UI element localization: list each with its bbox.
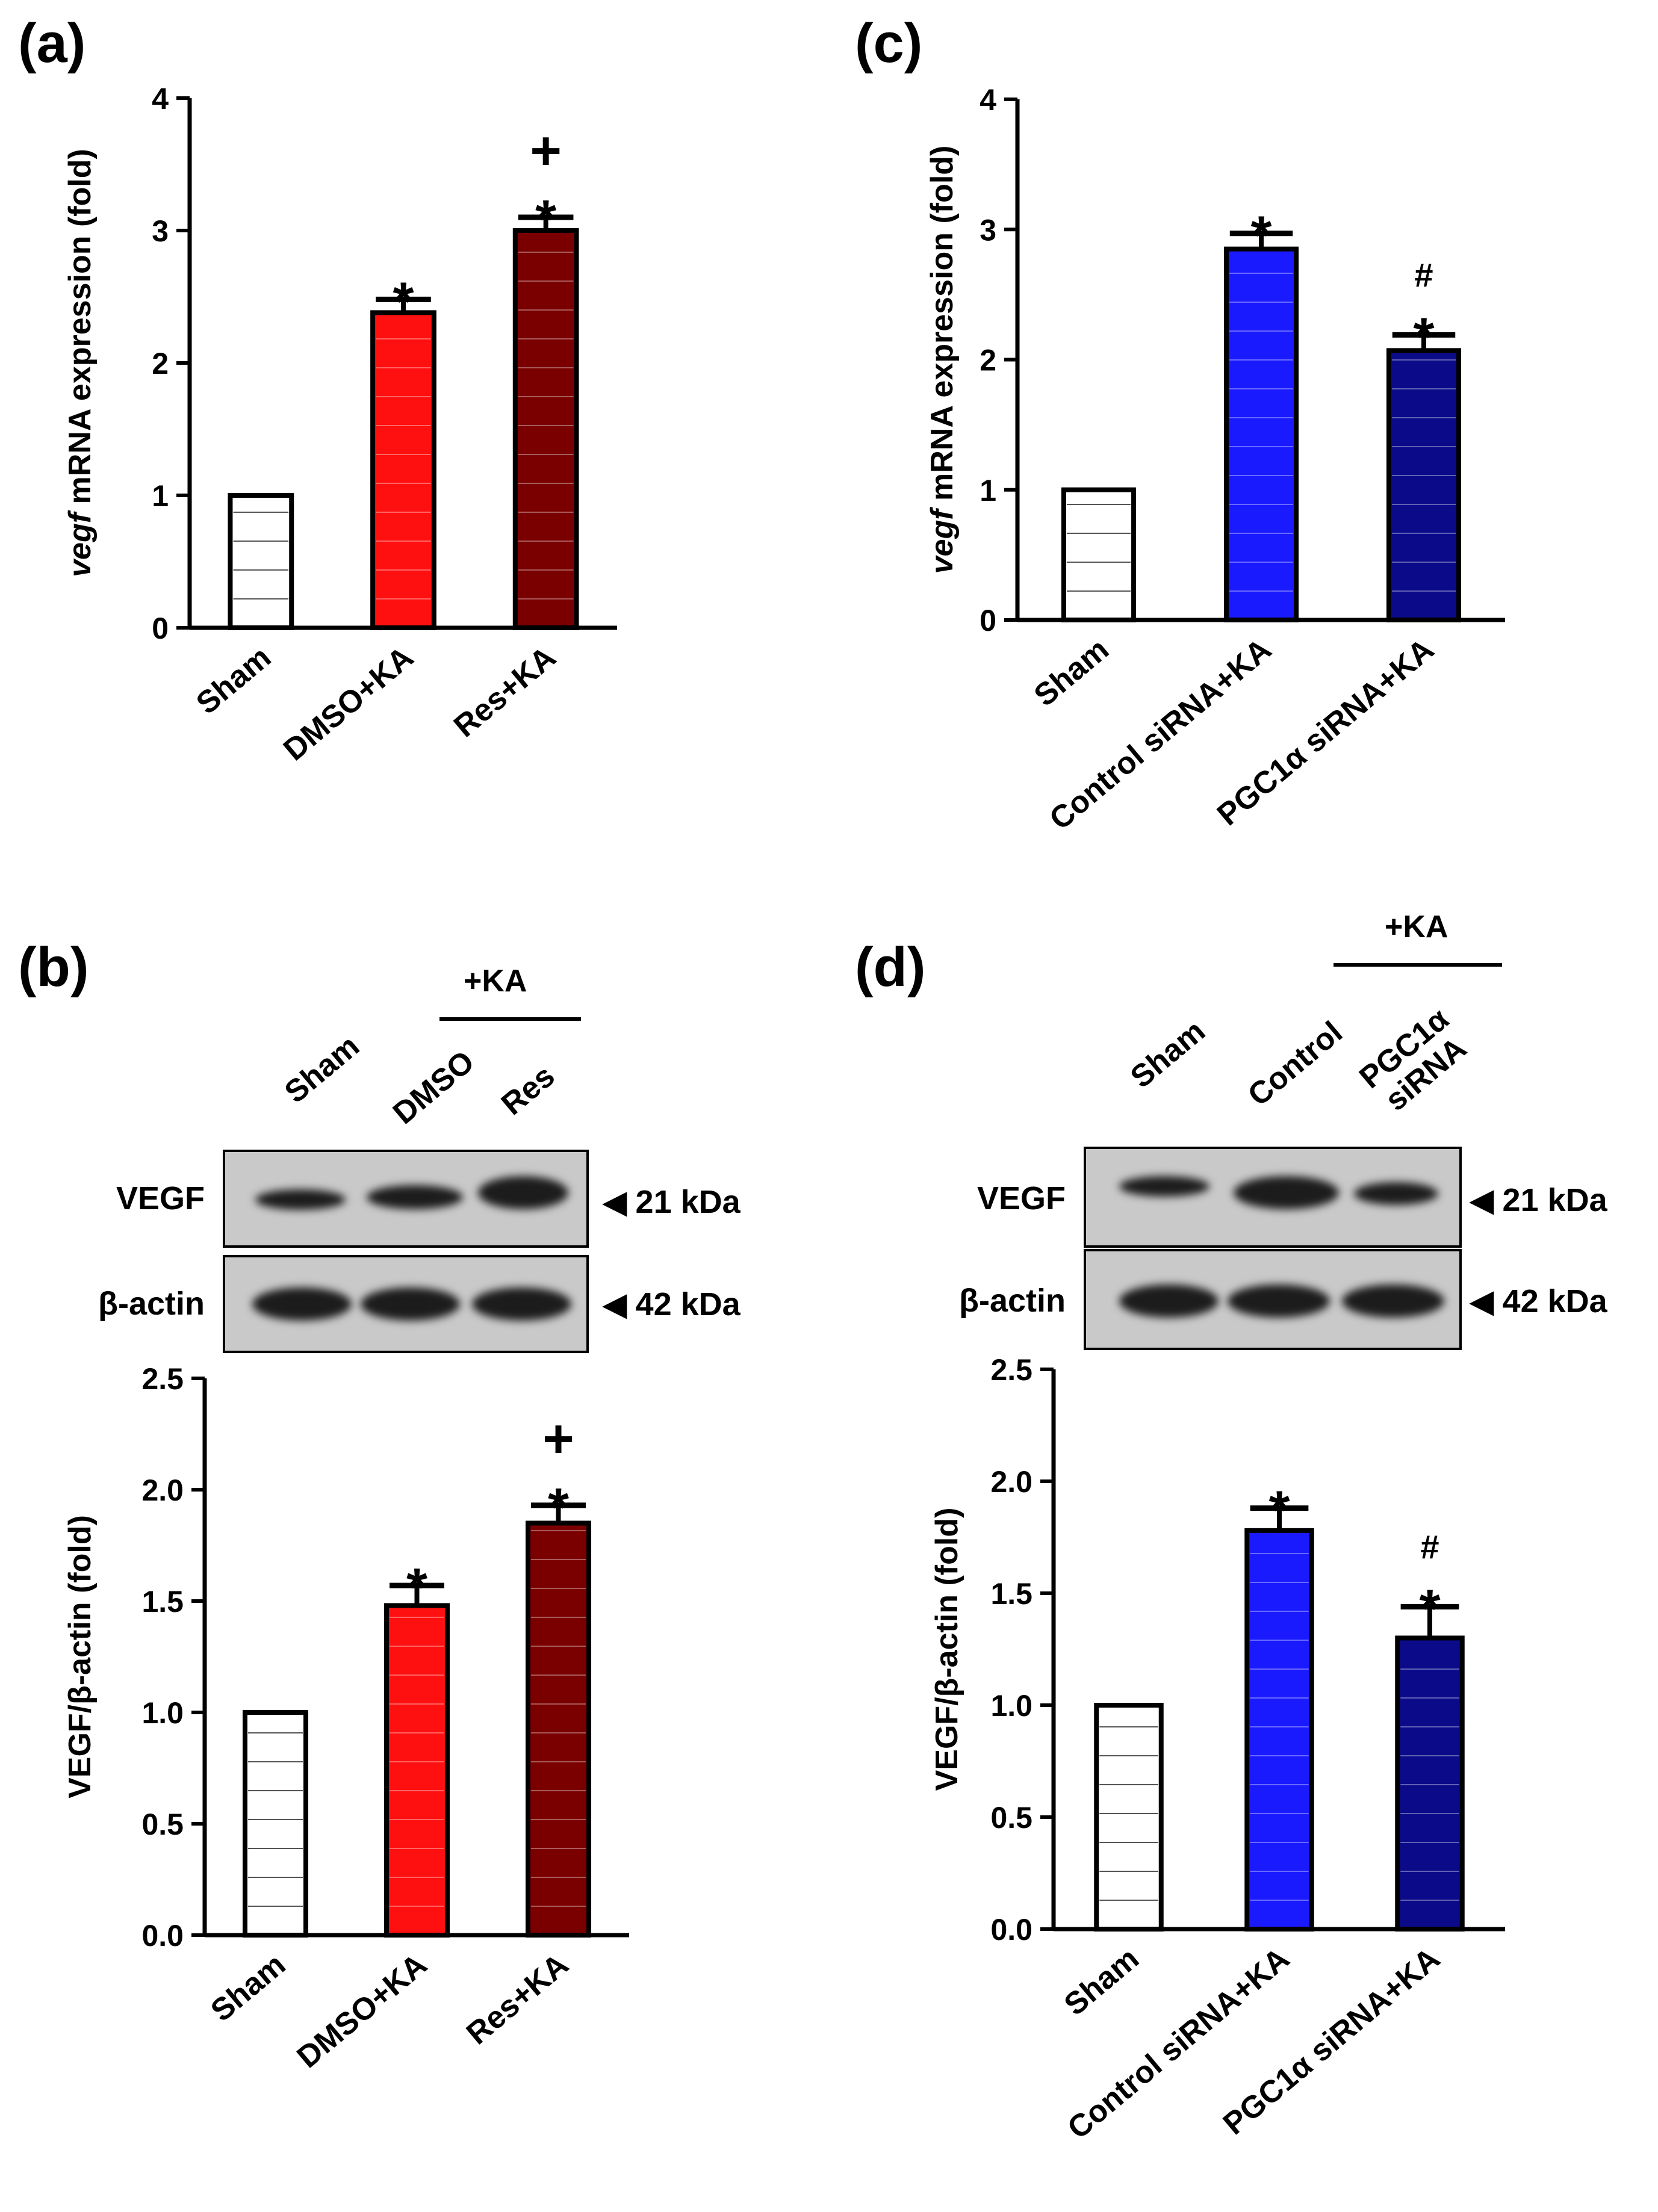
arrow-left-icon: ◀: [602, 1286, 627, 1322]
ka-bracket-b: [439, 1017, 581, 1021]
annotation-d-2-1: #: [1420, 1528, 1439, 1566]
y-tick-label-a-4: 4: [152, 82, 169, 116]
y-tick-label-c-4: 4: [980, 83, 996, 117]
bar-c-0: [1061, 487, 1137, 622]
y-tick-label-c-2: 2: [980, 344, 996, 377]
arrow-left-icon: ◀: [602, 1184, 627, 1220]
blot-actin-d: [1084, 1249, 1462, 1350]
y-tick-label-b-3: 1.5: [141, 1585, 184, 1619]
row-label-actin-b: β-actin: [98, 1286, 205, 1322]
bar-a-2: [512, 228, 579, 630]
bar-d-2: [1395, 1635, 1465, 1932]
y-tick-label-d-4: 2.0: [990, 1465, 1032, 1499]
kda-vegf-b: ◀ 21 kDa: [602, 1184, 741, 1220]
bar-a-0: [228, 493, 294, 630]
annotation-c-2-1: #: [1414, 256, 1433, 294]
row-label-actin-d: β-actin: [959, 1283, 1066, 1319]
bar-d-1: [1244, 1528, 1314, 1932]
annotation-d-1-0: *: [1268, 1481, 1290, 1541]
kda-actin-b: ◀ 42 kDa: [602, 1286, 741, 1322]
blot-actin-b: [223, 1255, 589, 1353]
kda-actin-d: ◀ 42 kDa: [1469, 1283, 1607, 1319]
y-tick-label-a-0: 0: [152, 612, 169, 645]
panel-label-a: (a): [18, 13, 86, 74]
y-tick-label-b-5: 2.5: [141, 1362, 184, 1396]
annotation-a-2-0: *: [535, 190, 556, 250]
y-tick-label-d-2: 1.0: [990, 1689, 1032, 1723]
bar-d-0: [1094, 1703, 1164, 1932]
y-axis-label-d: VEGF/β-actin (fold): [930, 1508, 964, 1791]
y-tick-label-b-2: 1.0: [141, 1696, 184, 1730]
y-tick-label-a-1: 1: [152, 479, 169, 513]
annotation-a-2-1: +: [530, 121, 562, 181]
annotation-d-2-0: *: [1419, 1579, 1440, 1639]
blot-vegf-b: [223, 1150, 589, 1248]
blot-vegf-d: [1084, 1147, 1462, 1248]
bar-a-1: [370, 310, 436, 630]
annotation-c-2-0: *: [1413, 307, 1434, 367]
y-tick-label-a-3: 3: [152, 214, 169, 248]
panel-label-c: (c): [855, 13, 923, 74]
ka-label-d: +KA: [1385, 909, 1448, 944]
panel-label-d: (d): [855, 937, 926, 998]
y-tick-label-d-5: 2.5: [990, 1353, 1032, 1387]
annotation-b-2-1: +: [542, 1409, 574, 1469]
ka-bracket-d: [1334, 963, 1502, 967]
annotation-b-1-0: *: [406, 1558, 427, 1618]
arrow-left-icon: ◀: [1469, 1182, 1494, 1218]
annotation-b-2-0: *: [548, 1478, 569, 1538]
bar-c-2: [1386, 348, 1462, 622]
y-tick-label-c-0: 0: [980, 604, 996, 637]
y-axis-label-a: vegf mRNA expression (fold): [63, 149, 98, 577]
annotation-c-1-0: *: [1250, 206, 1271, 266]
y-tick-label-c-1: 1: [980, 474, 996, 507]
y-axis-label-c: vegf mRNA expression (fold): [925, 146, 960, 574]
panel-label-b: (b): [18, 937, 89, 998]
bar-b-1: [383, 1603, 450, 1938]
bar-b-0: [242, 1710, 309, 1938]
y-tick-label-d-0: 0.0: [990, 1913, 1032, 1947]
y-axis-label-b: VEGF/β-actin (fold): [63, 1515, 98, 1798]
y-tick-label-a-2: 2: [152, 347, 169, 380]
annotation-a-1-0: *: [393, 271, 414, 332]
ka-label-b: +KA: [464, 964, 527, 999]
y-tick-label-b-1: 0.5: [141, 1808, 184, 1841]
y-tick-label-c-3: 3: [980, 213, 996, 247]
y-tick-label-d-3: 1.5: [990, 1577, 1032, 1611]
kda-vegf-d: ◀ 21 kDa: [1469, 1182, 1607, 1218]
x-tick-label-d-0: Sham: [1058, 1941, 1146, 2022]
arrow-left-icon: ◀: [1469, 1283, 1494, 1319]
y-tick-label-b-0: 0.0: [141, 1919, 184, 1953]
y-tick-label-d-1: 0.5: [990, 1801, 1032, 1835]
row-label-vegf-b: VEGF: [116, 1180, 205, 1216]
row-label-vegf-d: VEGF: [976, 1180, 1066, 1216]
y-tick-label-b-4: 2.0: [141, 1473, 184, 1507]
